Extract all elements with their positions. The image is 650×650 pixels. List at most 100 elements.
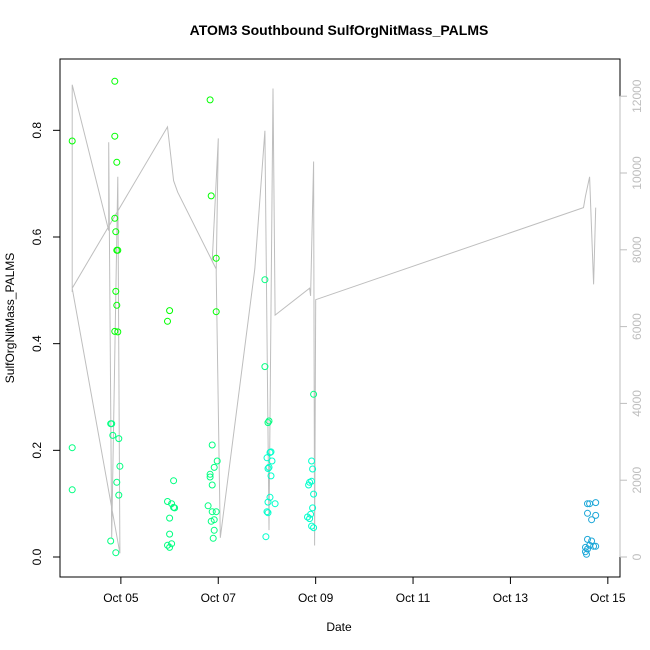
- data-point: [114, 246, 122, 254]
- data-point: [209, 534, 217, 542]
- data-point: [213, 457, 221, 465]
- data-point: [206, 470, 214, 478]
- data-point: [108, 420, 116, 428]
- data-point: [115, 435, 123, 443]
- data-point: [171, 504, 179, 512]
- data-point: [310, 390, 318, 398]
- y-axis-label: SulfOrgNitMass_PALMS: [3, 253, 17, 383]
- data-point: [111, 132, 119, 140]
- data-point: [212, 254, 220, 262]
- data-point: [261, 363, 269, 371]
- data-point: [588, 516, 596, 524]
- data-point: [264, 509, 272, 517]
- data-point: [113, 478, 121, 486]
- x-axis-label: Date: [326, 620, 352, 634]
- data-point: [164, 541, 171, 549]
- y-tick-label: 0.8: [30, 122, 44, 139]
- x-tick-label: Oct 15: [590, 591, 626, 605]
- plot-frame: [59, 58, 621, 578]
- data-point: [114, 328, 122, 336]
- data-point: [112, 549, 120, 557]
- data-point: [307, 510, 315, 518]
- data-point: [166, 307, 174, 315]
- series-2: [582, 499, 600, 558]
- data-point: [168, 540, 176, 548]
- x-tick-label: Oct 13: [493, 591, 529, 605]
- data-point: [266, 449, 274, 456]
- data-point: [113, 301, 121, 309]
- altitude-line-layer: [71, 84, 597, 554]
- data-point: [68, 137, 76, 145]
- data-point: [112, 228, 120, 236]
- data-point: [310, 524, 318, 532]
- x-tick-label: Oct 11: [396, 591, 431, 605]
- data-point: [208, 441, 216, 449]
- data-point: [212, 508, 220, 516]
- data-point: [590, 542, 598, 550]
- y-axis-left: 0.0 0.2 0.4 0.6 0.8: [30, 122, 61, 565]
- chart-title: ATOM3 Southbound SulfOrgNitMass_PALMS: [190, 22, 489, 38]
- y2-tick-label: 8000: [630, 236, 644, 263]
- data-point: [582, 543, 589, 551]
- data-point: [113, 158, 121, 166]
- data-point: [208, 508, 216, 516]
- data-point: [262, 533, 270, 541]
- data-point: [166, 530, 174, 538]
- data-point: [264, 498, 272, 506]
- data-point: [309, 465, 317, 473]
- data-point: [592, 499, 600, 507]
- data-point: [306, 515, 314, 523]
- y2-tick-label: 6000: [630, 313, 644, 340]
- data-point: [271, 500, 279, 508]
- data-point: [207, 517, 215, 525]
- data-point: [592, 542, 600, 550]
- data-point: [210, 526, 218, 534]
- data-point: [116, 462, 124, 470]
- data-point: [309, 504, 317, 512]
- y-tick-label: 0.4: [30, 335, 44, 352]
- data-point: [212, 308, 220, 316]
- data-point: [166, 514, 174, 522]
- data-point: [204, 502, 212, 510]
- data-point: [584, 509, 591, 517]
- y-tick-label: 0.6: [30, 228, 44, 245]
- data-point: [68, 444, 76, 452]
- data-point: [164, 317, 171, 325]
- data-point: [263, 508, 271, 516]
- series-0: [68, 77, 221, 557]
- data-point: [206, 473, 214, 481]
- y2-tick-label: 0: [630, 553, 644, 560]
- y2-tick-label: 10000: [630, 156, 644, 190]
- x-tick-label: Oct 05: [103, 591, 139, 605]
- x-tick-label: Oct 09: [298, 591, 334, 605]
- data-point: [265, 463, 273, 471]
- data-point: [166, 543, 174, 551]
- data-point: [308, 522, 316, 530]
- data-point: [264, 465, 272, 472]
- data-point: [305, 481, 313, 489]
- data-point: [164, 498, 171, 505]
- data-point: [112, 287, 120, 295]
- data-point: [208, 481, 216, 489]
- data-point: [584, 500, 591, 508]
- series-1: [261, 276, 318, 541]
- data-point: [210, 463, 218, 471]
- data-point: [265, 417, 273, 425]
- data-point: [111, 214, 119, 222]
- data-point: [111, 327, 119, 335]
- data-point: [115, 491, 123, 499]
- y2-tick-label: 2000: [630, 467, 644, 494]
- data-point: [107, 537, 115, 545]
- x-tick-label: Oct 07: [201, 591, 237, 605]
- x-axis: Oct 05 Oct 07 Oct 09 Oct 11 Oct 13 Oct 15: [103, 576, 626, 605]
- y2-tick-label: 4000: [630, 390, 644, 417]
- y-tick-label: 0.2: [30, 442, 44, 459]
- data-point: [263, 454, 271, 462]
- y2-tick-label: 12000: [630, 79, 644, 113]
- data-point: [170, 477, 178, 485]
- data-points-layer: [68, 77, 600, 558]
- data-point: [261, 276, 269, 284]
- data-point: [68, 486, 76, 494]
- data-point: [584, 535, 591, 543]
